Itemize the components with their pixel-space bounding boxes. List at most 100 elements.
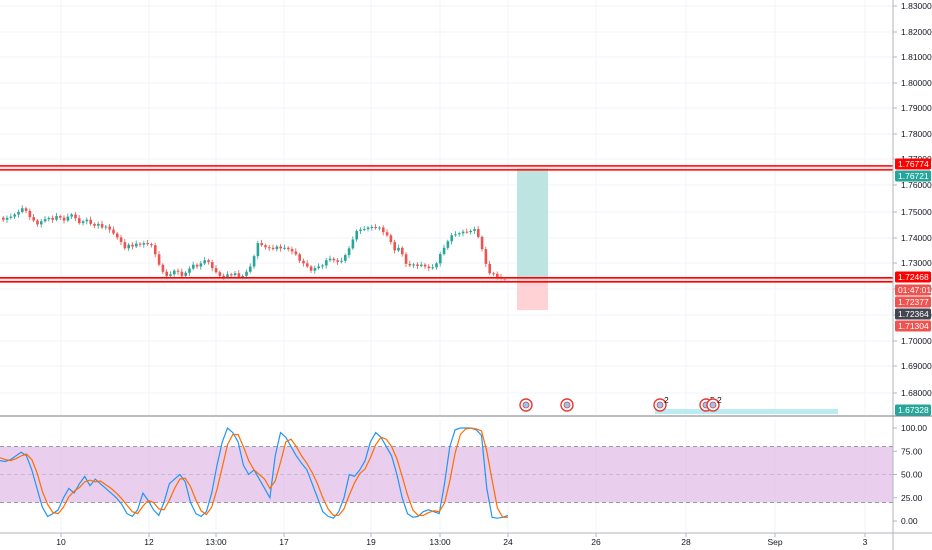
loss-zone[interactable] [517,279,548,311]
stochastic-d-line [0,427,508,518]
candle-body [252,256,256,267]
stochastic-tick-label: 75.00 [901,446,923,456]
candle-body [218,272,222,276]
candle-body [230,274,233,276]
candle-body [389,235,393,243]
candle-body [169,274,172,276]
flag-event-icon[interactable] [522,401,530,409]
candle-body [161,264,165,272]
candle-body [279,246,282,249]
price-tag-label: 1.72377 [898,297,929,307]
candle-body [207,260,210,263]
candle-body [47,217,51,220]
candle-body [488,263,491,274]
price-tick-label: 1.73000 [901,258,932,268]
candle-body [119,237,123,243]
time-tick-label: 13:00 [205,537,227,547]
candle-body [469,230,472,233]
candle-body [123,242,127,249]
stochastic-tick-label: 25.00 [901,493,923,503]
price-tag-label: 1.72364 [898,309,929,319]
candle-body [309,266,313,271]
event-markers[interactable]: 252 [519,395,722,412]
candle-body [226,274,229,277]
price-tag-label: 1.67328 [898,405,929,415]
candle-body [40,221,43,225]
price-tag [895,284,931,296]
price-tag-label: 1.76774 [898,159,929,169]
candle-body [283,247,286,249]
candle-body [325,260,328,266]
candle-body [306,263,309,267]
flag-event-icon[interactable] [563,401,571,409]
candle-body [222,275,225,277]
candle-body [412,264,415,266]
candle-body [131,244,134,247]
time-axis[interactable]: 10 12 13:00 17 19 13:00 24 26 28 Sep 3 [56,533,868,547]
candle-body [397,247,400,251]
candle-body [423,264,427,267]
candle-body [150,244,153,246]
price-tick-label: 1.75000 [901,207,932,217]
long-position-tool[interactable] [517,167,838,414]
candle-body [104,226,108,228]
candle-body [59,216,62,218]
price-tag-label: 01:47:01 [898,285,931,295]
candle-body [374,227,377,229]
candle-body [192,264,195,269]
price-tags: 1.76774 1.76721 1.72468 01:47:01 1.72377 1.72… [895,158,931,416]
price-tag [895,308,931,320]
candle-body [332,258,336,261]
stochastic-tick-label: 50.00 [901,470,923,480]
stochastic-axis[interactable]: 100.00 75.00 50.00 25.00 0.00 [893,423,927,526]
candle-body [484,249,488,264]
event-marker-count: 2 [717,395,722,405]
price-tag [895,404,931,416]
candle-body [74,214,77,219]
price-tag [895,158,931,170]
candle-body [268,247,271,249]
price-tag [895,320,931,332]
time-tick-label: 13:00 [429,537,451,547]
flag-event-icon[interactable] [709,401,717,409]
candle-body [359,229,362,231]
price-tick-label: 1.83000 [901,1,932,11]
candle-body [112,229,115,234]
candle-body [36,220,39,225]
candle-body [461,231,465,234]
price-tick-label: 1.78000 [901,129,932,139]
candle-body [85,219,89,222]
candle-body [237,273,241,277]
candle-body [89,219,92,224]
flag-event-icon[interactable] [656,401,664,409]
projection-zone[interactable] [655,409,838,414]
price-tick-label: 1.81000 [901,52,932,62]
profit-zone[interactable] [517,167,548,280]
price-tag [895,170,931,182]
candle-body [5,217,9,220]
candle-body [17,211,20,215]
price-tag-label: 1.76721 [898,171,929,181]
price-tag [895,271,931,283]
candle-body [203,260,206,264]
candle-body [51,217,54,220]
candle-body [313,268,317,271]
candle-body [214,268,218,273]
candle-body [157,254,161,265]
price-tag-label: 1.71304 [898,321,929,331]
candle-body [351,239,355,249]
stochastic-tick-label: 0.00 [901,516,918,526]
candle-body [176,270,180,272]
candle-body [43,219,47,222]
candle-body [454,234,457,236]
price-tick-label: 1.79000 [901,103,932,113]
candle-body [271,247,275,250]
candle-body [165,271,168,276]
candle-body [32,217,35,221]
time-tick-label: Sep [767,537,782,547]
candle-body [211,262,214,269]
horizontal-levels[interactable] [0,165,893,283]
candle-body [404,254,408,264]
